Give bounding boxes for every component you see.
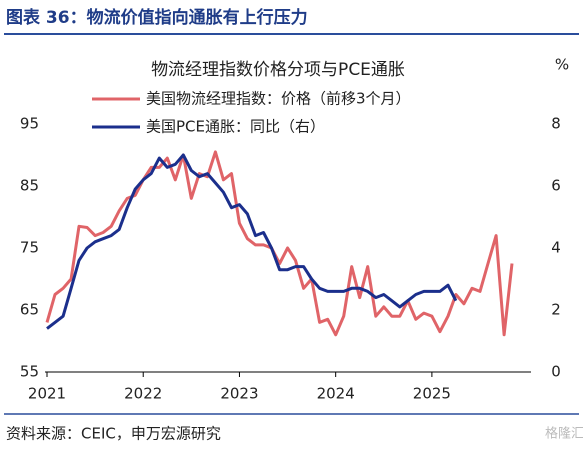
series-line <box>45 150 514 337</box>
y-tick-label: 65 <box>20 301 39 319</box>
x-tick-label: 2025 <box>413 385 451 403</box>
y2-tick-label: 2 <box>551 301 561 319</box>
legend-label: 美国物流经理指数：价格（前移3个月） <box>146 90 411 108</box>
watermark: 格隆汇 <box>545 426 583 442</box>
legend-label: 美国PCE通胀：同比（右） <box>146 118 325 136</box>
header: 图表 36：物流价值指向通胀有上行压力 <box>6 7 308 28</box>
x-tick-label: 2024 <box>317 385 355 403</box>
source: 资料来源：CEIC，申万宏源研究 <box>6 425 221 443</box>
x-tick-label: 2023 <box>220 385 258 403</box>
y2-tick-label: 4 <box>551 239 561 257</box>
y-tick-label: 55 <box>20 363 39 381</box>
x-tick-label: 2022 <box>124 385 162 403</box>
y2-tick-label: 6 <box>551 177 561 195</box>
x-tick-label: 2021 <box>28 385 66 403</box>
y2-tick-label: 8 <box>551 115 561 133</box>
y2-tick-label: 0 <box>551 363 561 381</box>
chart-title: 物流经理指数价格分项与PCE通胀 <box>151 60 405 80</box>
y2-unit: % <box>555 56 569 74</box>
y-tick-label: 85 <box>20 177 39 195</box>
y-tick-label: 75 <box>20 239 39 257</box>
y-tick-label: 95 <box>20 115 39 133</box>
series-line <box>46 153 458 330</box>
